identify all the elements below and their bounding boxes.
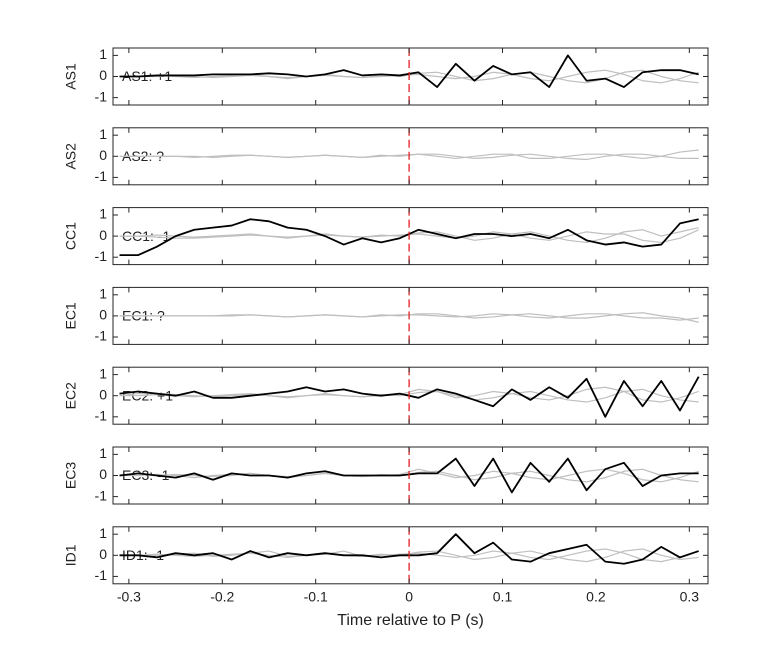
y-axis-label: EC2 — [63, 382, 79, 409]
y-tick-label: -1 — [95, 408, 108, 424]
y-tick-label: 1 — [99, 46, 107, 62]
x-axis-label: Time relative to P (s) — [337, 612, 484, 629]
x-tick-label: 0.3 — [680, 589, 700, 605]
x-tick-label: -0.1 — [304, 589, 328, 605]
y-tick-label: -1 — [95, 487, 108, 503]
y-axis-label: AS2 — [63, 143, 79, 170]
y-tick-label: 1 — [99, 285, 107, 301]
y-tick-label: -1 — [95, 168, 108, 184]
y-tick-label: 1 — [99, 365, 107, 381]
x-tick-label: 0.1 — [493, 589, 513, 605]
y-tick-label: -1 — [95, 567, 108, 583]
y-tick-label: 0 — [99, 466, 107, 482]
y-tick-label: 1 — [99, 126, 107, 142]
y-tick-label: -1 — [95, 88, 108, 104]
y-tick-label: 0 — [99, 307, 107, 323]
axes-box — [112, 207, 709, 266]
y-tick-label: -1 — [95, 248, 108, 264]
y-axis-label: CC1 — [63, 222, 79, 250]
y-tick-label: -1 — [95, 328, 108, 344]
y-axis-label: EC1 — [63, 302, 79, 329]
y-tick-label: 0 — [99, 227, 107, 243]
y-tick-label: 1 — [99, 525, 107, 541]
x-tick-label: 0.2 — [586, 589, 606, 605]
y-axis-label: AS1 — [63, 63, 79, 90]
x-tick-label: -0.2 — [210, 589, 234, 605]
x-tick-label: -0.3 — [117, 589, 141, 605]
y-axis-label: EC3 — [63, 462, 79, 489]
y-tick-label: 1 — [99, 445, 107, 461]
trace — [119, 533, 699, 565]
y-tick-label: 1 — [99, 206, 107, 222]
y-tick-label: 0 — [99, 67, 107, 83]
y-tick-label: 0 — [99, 546, 107, 562]
x-tick-label: 0 — [405, 589, 413, 605]
y-tick-label: 0 — [99, 386, 107, 402]
y-axis-label: ID1 — [63, 544, 79, 566]
y-tick-label: 0 — [99, 147, 107, 163]
